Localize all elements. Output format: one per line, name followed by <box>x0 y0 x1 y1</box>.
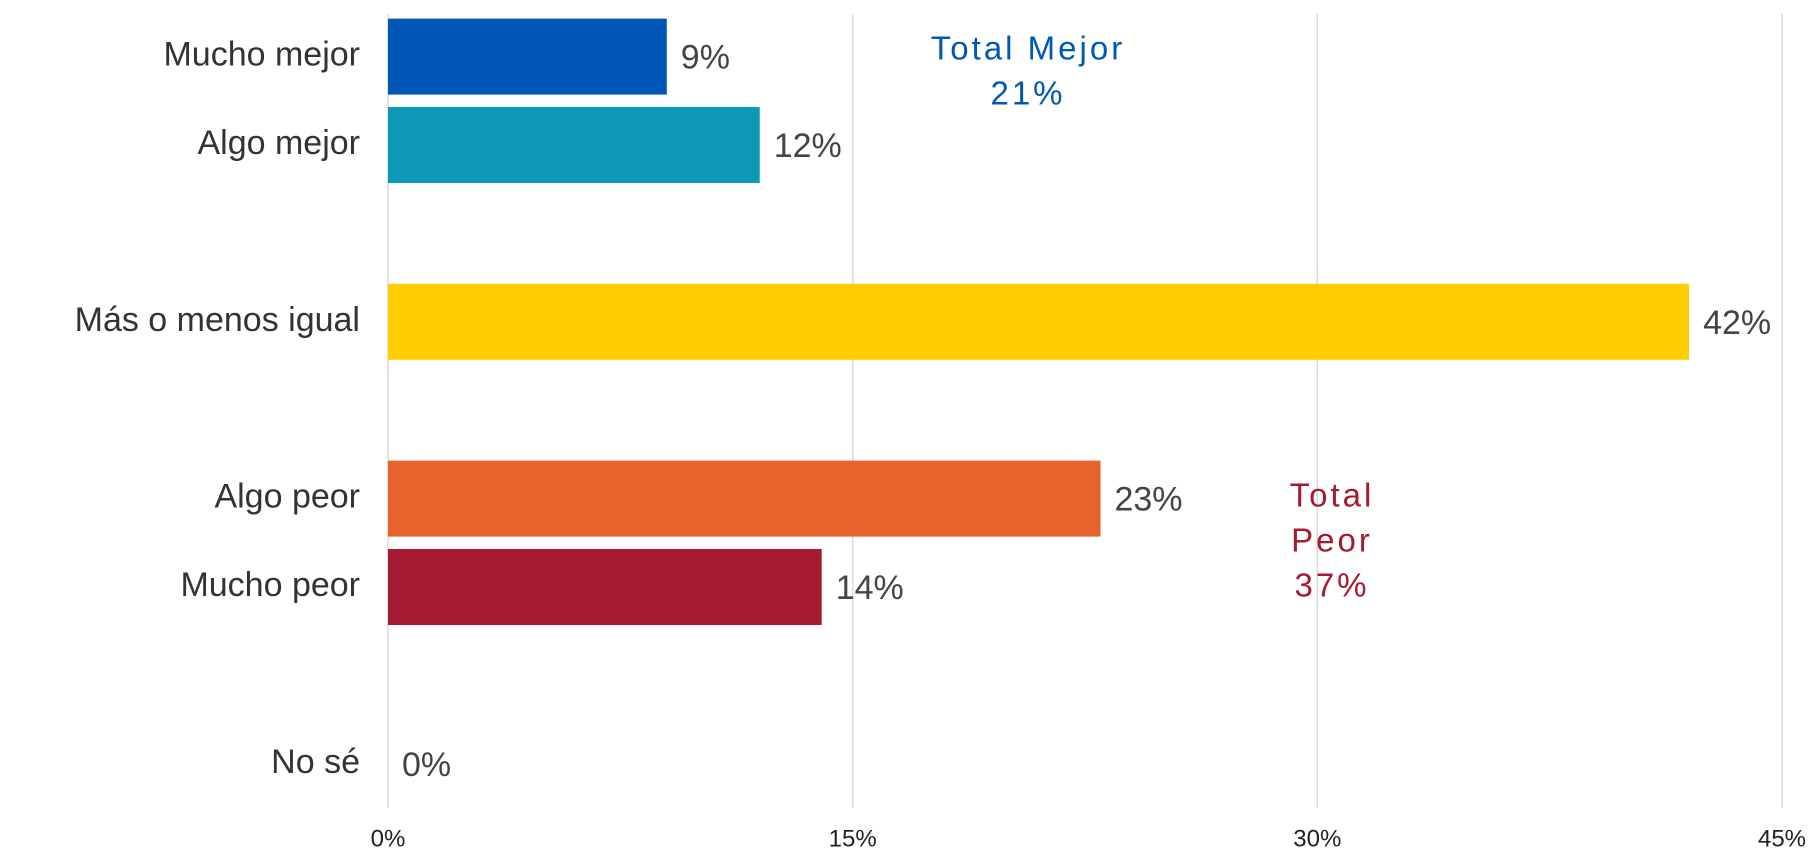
annotation: Total Mejor <box>931 30 1125 67</box>
category-label: Mucho mejor <box>163 36 360 74</box>
annotation: 37% <box>1294 567 1369 604</box>
value-label: 9% <box>681 39 730 77</box>
category-label: Algo mejor <box>197 124 360 162</box>
value-label: 23% <box>1114 481 1182 519</box>
x-tick-label: 15% <box>829 825 877 850</box>
value-label: 0% <box>402 746 451 784</box>
value-label: 42% <box>1703 304 1771 342</box>
x-tick-label: 45% <box>1758 825 1806 850</box>
annotation: Peor <box>1291 522 1373 559</box>
bar <box>388 107 760 183</box>
value-label: 12% <box>774 127 842 165</box>
x-tick-label: 0% <box>371 825 406 850</box>
category-label: No sé <box>271 743 360 781</box>
annotation: 21% <box>990 75 1065 112</box>
category-label: Más o menos igual <box>75 301 360 339</box>
bar <box>388 460 1101 537</box>
bar <box>388 283 1690 360</box>
annotation: Total <box>1290 477 1375 514</box>
bar <box>388 18 667 95</box>
category-label: Algo peor <box>214 478 360 516</box>
bar <box>388 549 822 625</box>
x-tick-label: 30% <box>1293 825 1341 850</box>
value-label: 14% <box>836 569 904 607</box>
category-label: Mucho peor <box>180 566 360 604</box>
